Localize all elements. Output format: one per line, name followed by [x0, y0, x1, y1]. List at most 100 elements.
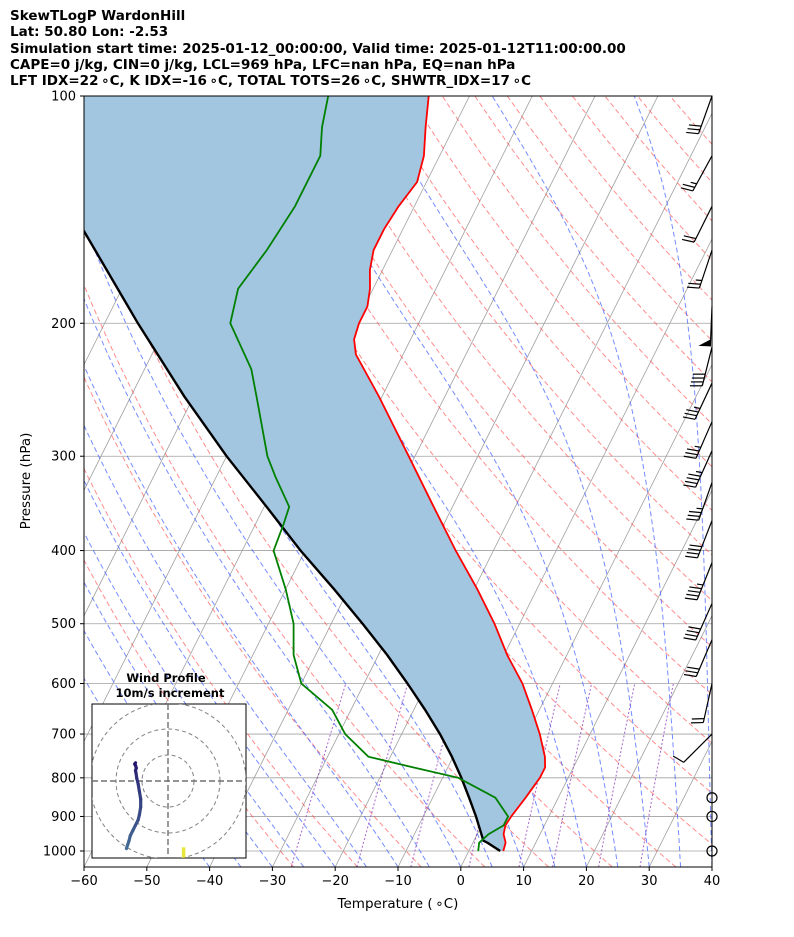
barb-shaft: [693, 206, 713, 243]
barb-full: [688, 124, 702, 127]
dry-adiabat: [84, 283, 486, 867]
dry-adiabat: [279, 96, 712, 648]
parcel-path: [84, 228, 501, 853]
barb-full: [685, 452, 698, 456]
moist-adiabat: [84, 364, 399, 867]
dry-adiabat: [84, 376, 422, 867]
x-tick-label: 40: [704, 874, 721, 889]
barb-full: [687, 128, 700, 131]
dry-adiabat: [311, 96, 712, 602]
hodograph-title: Wind Profile: [126, 671, 206, 685]
barb-full: [686, 629, 700, 634]
hodograph-inset: Wind Profile 10m/s increment: [91, 671, 247, 859]
mixing-ratio-line: [290, 683, 347, 867]
barb-full: [688, 510, 702, 514]
wind-barb: [683, 603, 713, 641]
barb-full: [682, 416, 696, 420]
x-tick-label: −10: [384, 874, 411, 889]
cape-line: CAPE=0 j/kg, CIN=0 j/kg, LCL=969 hPa, LF…: [10, 56, 516, 73]
barb-full: [688, 282, 701, 285]
axes: −60 −50 −40 −30 −20 −10 0 10 20 30 40 1000 900 800 700…: [43, 90, 720, 890]
barb-half: [696, 507, 703, 510]
barb-full: [687, 666, 700, 670]
wind-barb: [681, 206, 713, 243]
y-tick-label: 700: [51, 728, 76, 743]
barb-full: [684, 597, 698, 601]
barb-full: [686, 518, 699, 521]
dry-adiabat: [84, 467, 358, 867]
x-tick-label: −20: [321, 874, 348, 889]
wind-barbs: [672, 95, 718, 857]
mixing-ratio-line: [356, 683, 409, 867]
barb-full: [683, 235, 697, 240]
barb-shaft: [695, 639, 713, 677]
dry-adiabat: [409, 96, 712, 468]
wind-barb: [683, 639, 713, 678]
moist-adiabat: [84, 424, 368, 867]
barb-half: [695, 470, 703, 474]
barb-full: [688, 548, 701, 551]
moist-adiabat: [276, 96, 619, 867]
dry-adiabat: [344, 96, 712, 556]
barb-full: [685, 670, 698, 674]
dry-adiabat: [149, 96, 712, 846]
barb-full: [686, 477, 699, 481]
dry-adiabat: [214, 96, 712, 744]
isotherm-line: [334, 112, 712, 867]
barb-shaft: [694, 382, 713, 420]
mixing-ratio-line: [552, 683, 593, 867]
x-tick-label: 0: [457, 874, 465, 889]
wind-barb: [672, 733, 713, 763]
barb-full: [684, 412, 697, 417]
barb-full: [686, 448, 700, 452]
barb-full: [687, 514, 701, 518]
hodograph-subtitle: 10m/s increment: [116, 686, 225, 700]
wind-barb: [685, 520, 713, 559]
moist-adiabat: [84, 297, 430, 867]
barb-full: [681, 238, 695, 243]
isotherm-line: [586, 614, 712, 867]
barb-full: [689, 586, 702, 590]
time-line: Simulation start time: 2025-01-12_00:00:…: [10, 40, 626, 57]
barb-shaft: [697, 95, 713, 134]
barb-full: [685, 633, 698, 637]
wind-barb: [689, 346, 713, 387]
isotherm-line: [523, 489, 712, 867]
barb-shaft: [702, 683, 713, 723]
barb-full: [683, 484, 696, 488]
mixing-ratio-line: [518, 683, 561, 867]
y-tick-label: 100: [51, 90, 76, 105]
y-tick-label: 600: [51, 677, 76, 692]
y-tick-label: 800: [51, 771, 76, 786]
wind-barb: [686, 249, 713, 289]
location-line: Lat: 50.80 Lon: -2.53: [10, 24, 169, 41]
barb-shaft: [695, 450, 713, 488]
barb-full: [686, 131, 699, 135]
wind-barb: [686, 482, 713, 521]
x-tick-label: −50: [133, 874, 160, 889]
hodograph-segment: [133, 761, 138, 766]
y-axis-label: Pressure (hPa): [18, 433, 34, 530]
wind-barb: [698, 306, 713, 347]
x-axis-label: Temperature ( ∘C): [337, 896, 459, 912]
isotherm-line: [84, 96, 94, 115]
barb-shaft: [692, 155, 713, 192]
barb-full: [685, 555, 698, 559]
y-tick-label: 900: [51, 810, 76, 825]
barb-shaft: [696, 520, 713, 559]
barb-shaft: [695, 603, 713, 641]
barb-full: [683, 637, 696, 641]
moist-adiabat: [84, 220, 462, 867]
x-tick-label: −60: [70, 874, 97, 889]
barb-shaft: [696, 562, 713, 600]
indices-line: LFT IDX=22 ∘C, K IDX=-16 ∘C, TOTAL TOTS=…: [10, 73, 531, 90]
barb-full: [672, 755, 685, 763]
barb-full: [684, 480, 698, 485]
wind-barb: [680, 155, 713, 192]
barb-full: [683, 455, 697, 459]
profiles: [84, 96, 547, 853]
x-tick-label: 30: [641, 874, 658, 889]
moist-adiabat: [84, 128, 493, 867]
chart-header: SkewTLogP WardonHill Lat: 50.80 Lon: -2.…: [10, 8, 626, 89]
